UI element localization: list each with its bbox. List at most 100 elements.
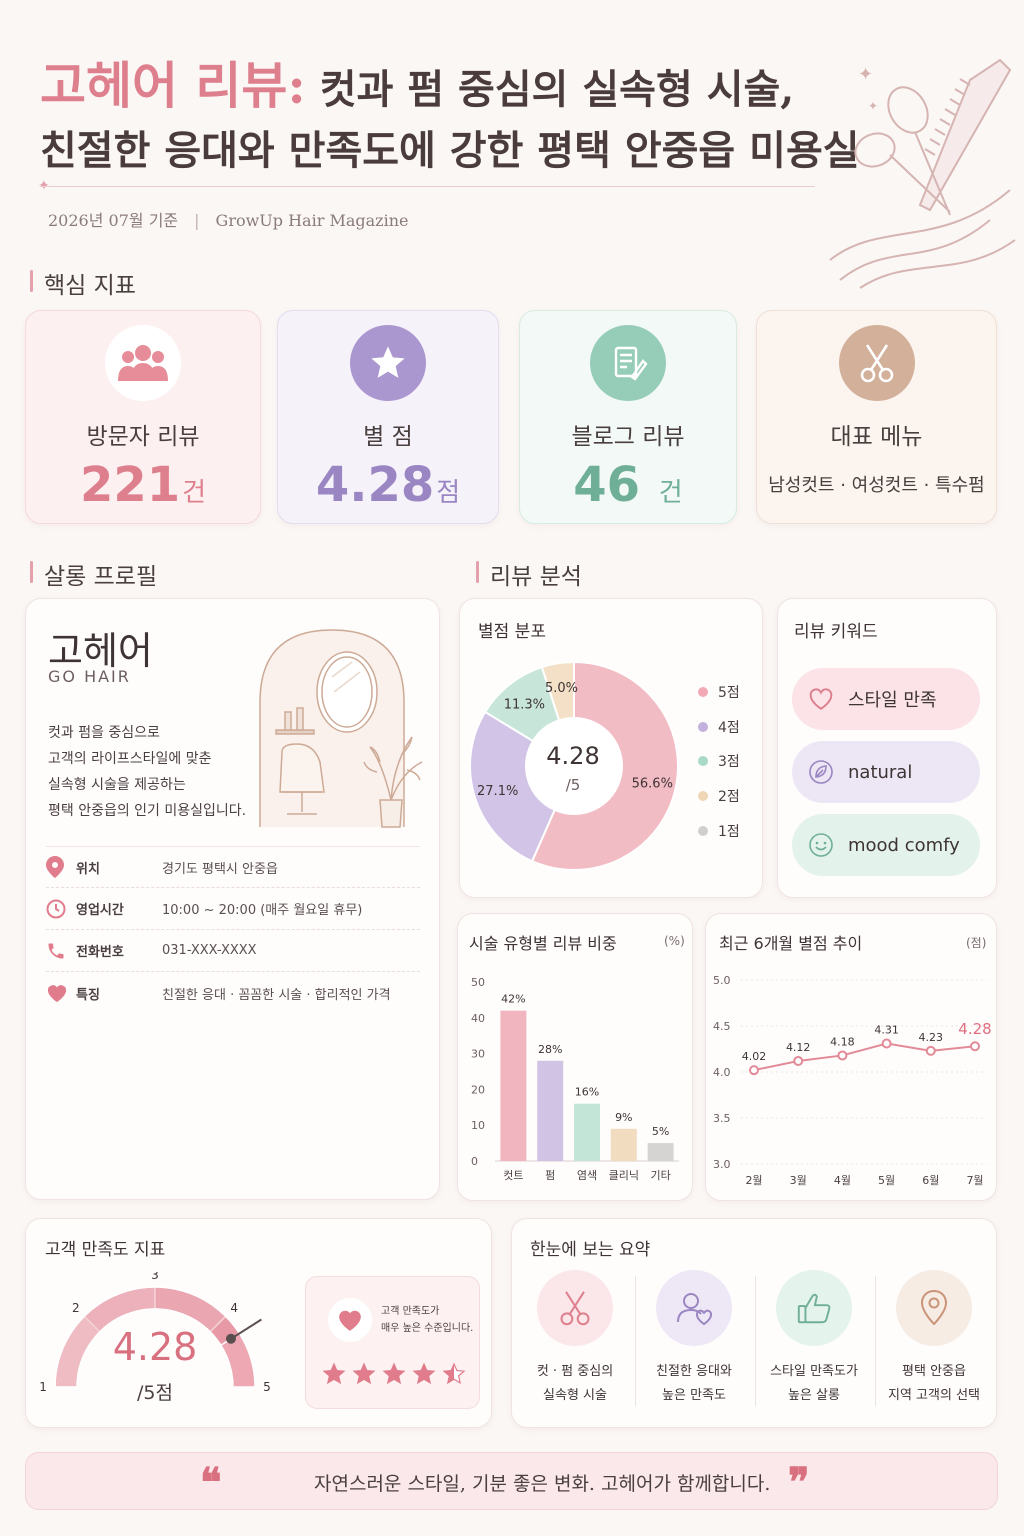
rating-donut-chart: 56.6% 27.1% 11.3%5.0% [469, 660, 679, 871]
bar-value-label: 28% [538, 1043, 562, 1056]
kpi-value: 46 건 [573, 457, 683, 513]
kpi-card-visitor-reviews: 방문자 리뷰 221건 [25, 310, 261, 524]
magazine-name: GrowUp Hair Magazine [215, 211, 409, 230]
trend-line [753, 1042, 976, 1072]
x-tick-label: 5월 [878, 1174, 895, 1187]
donut-slice-label: 56.6% [632, 776, 673, 791]
legend-swatch [698, 791, 708, 801]
close-quote-icon: ❞ [788, 1459, 810, 1506]
bar-value-label: 5% [652, 1125, 669, 1138]
trend-point [925, 1045, 936, 1056]
salon-interior-illustration [259, 629, 423, 828]
x-tick-label: 펌 [545, 1169, 555, 1182]
kpi-label: 별 점 [363, 424, 413, 450]
satisfaction-note-box [305, 1276, 480, 1409]
rating-distribution-title: 별점 분포 [478, 622, 546, 642]
star-icon [350, 325, 426, 401]
document-pen-icon [590, 325, 666, 401]
type-share-title: 시술 유형별 리뷰 비중 [469, 934, 617, 953]
kpi-label: 대표 메뉴 [830, 424, 923, 450]
donut-center-sub: /5 [565, 776, 581, 794]
quote-text: 자연스러운 스타일, 기분 좋은 변화. 고헤어가 함께합니다. [314, 1473, 771, 1495]
page-title: 고헤어 리뷰: 컷과 펌 중심의 실속형 시술, [40, 46, 794, 118]
star-rating [322, 1362, 466, 1385]
x-tick-label: 4월 [834, 1174, 851, 1187]
y-tick-label: 3.5 [713, 1112, 731, 1125]
legend-item: 5점 [698, 682, 740, 702]
y-tick-label: 4.0 [713, 1066, 731, 1079]
kpi-card-rating: 별 점 4.28점 [277, 310, 499, 524]
meta-line: 2026년 07월 기준 | GrowUp Hair Magazine [48, 207, 408, 231]
star-icon [322, 1362, 346, 1385]
title-rest: 컷과 펌 중심의 실속형 시술, [305, 66, 795, 113]
summary-item-local-choice: 평택 안중읍 지역 고객의 선택 [875, 1270, 993, 1408]
keyword-chip-natural: natural [792, 741, 980, 803]
title-accent: 고헤어 리뷰: [40, 56, 306, 115]
trend-value-label: 4.12 [786, 1041, 811, 1054]
gauge-tick-label: 2 [72, 1301, 80, 1315]
legend-item: 4점 [698, 717, 740, 737]
donut-slice-label: 27.1% [477, 784, 518, 799]
donut-slice [469, 710, 556, 863]
bar [610, 1128, 637, 1161]
kpi-card-blog-reviews: 블로그 리뷰 46 건 [519, 310, 737, 524]
kpi-label: 방문자 리뷰 [86, 424, 200, 450]
satisfaction-note: 고객 만족도가 매우 높은 수준입니다. [381, 1306, 474, 1334]
donut-slice [540, 660, 575, 722]
gauge-tick-label: 4 [230, 1301, 238, 1315]
y-tick-label: 40 [471, 1012, 485, 1025]
person-heart-icon [656, 1270, 732, 1346]
section-title-kpi: 핵심 지표 [30, 266, 136, 300]
donut-hole [527, 719, 621, 813]
donut-slice-label: 11.3% [504, 697, 545, 712]
y-tick-label: 10 [471, 1119, 485, 1132]
y-tick-label: 50 [471, 976, 485, 989]
salon-name-en: GO HAIR [48, 667, 131, 686]
header-divider [40, 186, 815, 187]
svg-text:✦: ✦ [868, 99, 878, 113]
trend-point [970, 1041, 980, 1052]
y-tick-label: 4.5 [713, 1020, 731, 1033]
thumbs-up-icon [776, 1270, 852, 1346]
kpi-label: 블로그 리뷰 [571, 424, 685, 450]
bar [574, 1103, 600, 1161]
donut-slice-label: 5.0% [545, 681, 578, 696]
satisfaction-title: 고객 만족도 지표 [45, 1240, 166, 1260]
section-title-analysis: 리뷰 분석 [476, 557, 582, 591]
trend-card [705, 913, 997, 1201]
trend-value-label: 4.18 [830, 1035, 855, 1048]
leaf-icon [808, 759, 848, 785]
bar [500, 1010, 527, 1161]
y-tick-label: 20 [471, 1083, 485, 1096]
gauge-unit: /5점 [137, 1382, 173, 1404]
keywords-title: 리뷰 키워드 [794, 622, 878, 642]
info-row-feature: 특징 친절한 응대 · 꼼꼼한 시술 · 합리적인 가격 [46, 972, 420, 1014]
scissors-icon [537, 1270, 613, 1346]
donut-center-value: 4.28 [546, 742, 600, 770]
trend-point [837, 1050, 848, 1061]
bar [537, 1060, 564, 1161]
open-quote-icon: ❝ [200, 1459, 222, 1506]
trend-point [881, 1038, 892, 1049]
legend-swatch [698, 722, 708, 732]
legend-swatch [698, 687, 708, 697]
gauge-tick-label: 5 [263, 1380, 271, 1394]
x-tick-label: 컷트 [503, 1169, 523, 1182]
legend-item: 3점 [698, 751, 740, 771]
x-tick-label: 7월 [966, 1174, 983, 1187]
clock-icon [46, 899, 76, 919]
x-tick-label: 기타 [650, 1169, 670, 1182]
info-row-hours: 영업시간 10:00 ~ 20:00 (매주 월요일 휴무) [46, 888, 420, 930]
section-title-profile: 살롱 프로필 [30, 557, 157, 591]
trend-value-label: 4.31 [874, 1023, 899, 1036]
salon-description: 컷과 펌을 중심으로 고객의 라이프스타일에 맞춘 실속형 시술을 제공하는 평… [48, 725, 247, 819]
legend-item: 2점 [698, 786, 740, 806]
type-share-bar-chart: 0 10 20 30 40 50 42% 컷트 28% 펌 16% 염색 9% 클리닉 5% 기타 [471, 976, 679, 1182]
summary-divider [755, 1276, 756, 1406]
gauge-needle-dot [225, 1333, 236, 1344]
x-tick-label: 2월 [745, 1174, 762, 1187]
legend-item: 1점 [698, 821, 740, 841]
bar-value-label: 9% [615, 1111, 632, 1124]
heart-icon [328, 1298, 372, 1342]
summary-item-service: 컷 · 펌 중심의 실속형 시술 [516, 1270, 634, 1408]
